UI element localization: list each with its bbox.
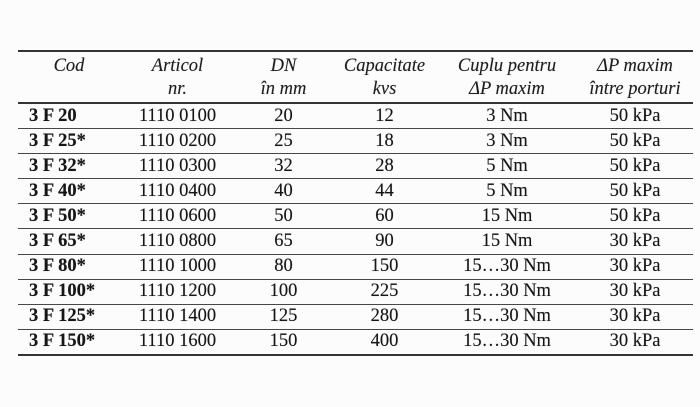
valve-spec-table: Cod Articol nr. DN în mm Capacitate kvs … <box>18 50 693 356</box>
table-header: Cod Articol nr. DN în mm Capacitate kvs … <box>18 51 693 104</box>
cell-articol-nr: 1110 0100 <box>138 105 217 126</box>
cell-capacitate: 18 <box>375 130 394 151</box>
column-header-articol: Articol nr. <box>120 51 235 104</box>
header-line2: kvs <box>372 78 397 99</box>
cell-articol-nr: 1110 0800 <box>138 231 217 252</box>
cell-cuplu: 5 Nm <box>486 180 528 201</box>
cell-dp-maxim: 30 kPa <box>609 331 661 352</box>
cell-cod: 3 F 50* <box>29 205 86 226</box>
cell-dp-maxim: 30 kPa <box>609 281 661 302</box>
cell-cuplu: 15…30 Nm <box>463 331 551 352</box>
header-line1: Cuplu pentru <box>457 56 557 76</box>
cell-articol-nr: 1110 0300 <box>138 155 217 176</box>
cell-capacitate: 28 <box>375 155 394 176</box>
cell-cod: 3 F 20 <box>29 105 77 126</box>
column-header-cuplu: Cuplu pentru ΔP maxim <box>437 51 577 104</box>
cell-dp-maxim: 50 kPa <box>609 105 661 126</box>
column-header-cod: Cod <box>18 51 120 104</box>
cell-articol-nr: 1110 1200 <box>138 281 217 302</box>
column-header-dn: DN în mm <box>235 51 332 104</box>
header-row: Cod Articol nr. DN în mm Capacitate kvs … <box>18 51 693 104</box>
cell-dp-maxim: 50 kPa <box>609 205 661 226</box>
header-line2: în mm <box>260 78 307 99</box>
cell-dp-maxim: 30 kPa <box>609 256 661 277</box>
cell-articol-nr: 1110 1400 <box>138 306 217 327</box>
cell-cod: 3 F 32* <box>29 155 86 176</box>
table-row: 3 F 50* 1110 0600 50 60 15 Nm 50 kPa <box>18 204 693 229</box>
header-line1: Capacitate <box>343 56 426 76</box>
cell-articol-nr: 1110 0600 <box>138 205 217 226</box>
cell-dn: 32 <box>274 155 293 176</box>
table-body: 3 F 20 1110 0100 20 12 3 Nm 50 kPa 3 F 2… <box>18 103 693 355</box>
cell-cod: 3 F 80* <box>29 256 86 277</box>
table-row: 3 F 25* 1110 0200 25 18 3 Nm 50 kPa <box>18 129 693 154</box>
cell-cuplu: 15…30 Nm <box>463 256 551 277</box>
header-line1: Cod <box>53 56 85 76</box>
table-row: 3 F 150* 1110 1600 150 400 15…30 Nm 30 k… <box>18 329 693 355</box>
cell-dn: 25 <box>274 130 293 151</box>
cell-cuplu: 5 Nm <box>486 155 528 176</box>
cell-capacitate: 12 <box>375 105 394 126</box>
cell-capacitate: 400 <box>370 331 399 352</box>
cell-capacitate: 44 <box>375 180 394 201</box>
cell-cuplu: 15…30 Nm <box>463 306 551 327</box>
cell-dp-maxim: 30 kPa <box>609 231 661 252</box>
cell-dn: 125 <box>269 306 298 327</box>
cell-dp-maxim: 50 kPa <box>609 155 661 176</box>
table-row: 3 F 20 1110 0100 20 12 3 Nm 50 kPa <box>18 103 693 129</box>
cell-cuplu: 15 Nm <box>481 205 533 226</box>
cell-cod: 3 F 40* <box>29 180 86 201</box>
cell-capacitate: 60 <box>375 205 394 226</box>
column-header-dp-maxim: ΔP maxim între porturi <box>577 51 693 104</box>
cell-articol-nr: 1110 0200 <box>138 130 217 151</box>
cell-cod: 3 F 100* <box>29 281 96 302</box>
cell-capacitate: 150 <box>370 256 399 277</box>
table-row: 3 F 125* 1110 1400 125 280 15…30 Nm 30 k… <box>18 304 693 330</box>
cell-cuplu: 3 Nm <box>486 130 528 151</box>
cell-dn: 50 <box>274 205 293 226</box>
cell-dn: 65 <box>274 231 293 252</box>
table-row: 3 F 65* 1110 0800 65 90 15 Nm 30 kPa <box>18 229 693 255</box>
cell-cod: 3 F 65* <box>29 231 86 252</box>
cell-dp-maxim: 50 kPa <box>609 180 661 201</box>
cell-cod: 3 F 125* <box>29 306 96 327</box>
cell-articol-nr: 1110 1000 <box>138 256 217 277</box>
header-line2: ΔP maxim <box>469 78 545 99</box>
column-header-capacitate: Capacitate kvs <box>332 51 437 104</box>
cell-dn: 80 <box>274 256 293 277</box>
header-line1: Articol <box>151 56 204 76</box>
cell-articol-nr: 1110 0400 <box>138 180 217 201</box>
cell-dn: 150 <box>269 331 298 352</box>
cell-capacitate: 90 <box>375 231 394 252</box>
header-line2: între porturi <box>589 78 681 99</box>
header-line1: ΔP maxim <box>597 56 673 76</box>
cell-cuplu: 15 Nm <box>481 231 533 252</box>
table-row: 3 F 40* 1110 0400 40 44 5 Nm 50 kPa <box>18 179 693 204</box>
table-row: 3 F 100* 1110 1200 100 225 15…30 Nm 30 k… <box>18 279 693 305</box>
cell-dn: 100 <box>269 281 298 302</box>
cell-cuplu: 3 Nm <box>486 105 528 126</box>
header-line1: DN <box>270 56 297 76</box>
cell-dp-maxim: 50 kPa <box>609 130 661 151</box>
cell-cod: 3 F 150* <box>29 331 96 352</box>
header-line2: nr. <box>167 78 188 99</box>
cell-dn: 40 <box>274 180 293 201</box>
cell-dn: 20 <box>274 105 293 126</box>
table-row: 3 F 32* 1110 0300 32 28 5 Nm 50 kPa <box>18 154 693 179</box>
cell-capacitate: 225 <box>370 281 399 302</box>
cell-cod: 3 F 25* <box>29 130 86 151</box>
cell-articol-nr: 1110 1600 <box>138 331 217 352</box>
cell-capacitate: 280 <box>370 306 399 327</box>
cell-cuplu: 15…30 Nm <box>463 281 551 302</box>
table-row: 3 F 80* 1110 1000 80 150 15…30 Nm 30 kPa <box>18 254 693 280</box>
cell-dp-maxim: 30 kPa <box>609 306 661 327</box>
